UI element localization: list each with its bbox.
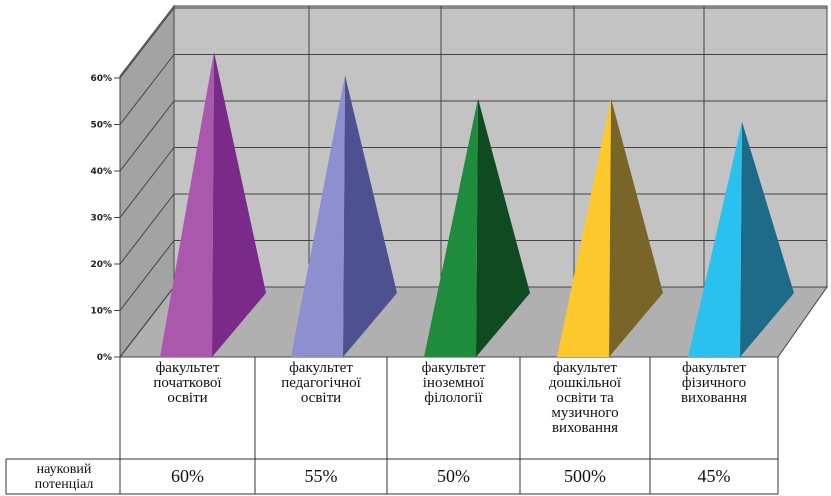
chart-pyramids <box>160 52 794 357</box>
pyramid-light-face <box>160 52 214 357</box>
table-value-cell: 60% <box>171 466 204 486</box>
category-label: факультет дошкільної освіти та музичного… <box>548 360 622 436</box>
y-tick-label: 0% <box>97 353 112 363</box>
gridline-side <box>119 286 175 358</box>
pyramid-dark-face <box>343 75 397 357</box>
pyramid-light-face <box>291 75 345 357</box>
pyramid-dark-face <box>609 98 663 357</box>
pyramid-dark-face <box>740 121 794 357</box>
data-table-borders <box>5 357 779 495</box>
table-value-cell: 500% <box>564 466 606 486</box>
y-tick-label: 60% <box>90 74 112 84</box>
gridline-side <box>119 193 175 265</box>
category-label: факультет педагогічної освіти <box>281 360 361 406</box>
table-value-cell: 50% <box>437 466 470 486</box>
pyramid-dark-face <box>212 52 266 357</box>
table-value-cell: 55% <box>304 466 338 486</box>
y-axis-ticks: 0% 10% 20% 30% 40% 50% 60% <box>90 74 112 363</box>
gridline-side <box>119 100 175 172</box>
pyramid-light-face <box>557 98 611 357</box>
y-tick-label: 50% <box>90 121 112 131</box>
table-value-cell: 45% <box>697 466 731 486</box>
pyramid-light-face <box>688 121 742 357</box>
y-tick-label: 40% <box>90 167 112 177</box>
y-tick-label: 30% <box>90 214 112 224</box>
gridline-side <box>119 147 175 218</box>
category-label: факультет іноземної філології <box>421 360 486 406</box>
y-tick-label: 20% <box>90 260 112 270</box>
gridline-side <box>119 7 175 79</box>
y-tick-label: 10% <box>90 307 112 317</box>
category-label: факультет фізичного виховання <box>680 360 748 406</box>
gridline-side <box>119 240 175 311</box>
category-label: факультет початкової освіти <box>153 360 222 406</box>
table-row-label: науковий потенціал <box>34 461 94 492</box>
pyramid-dark-face <box>476 98 530 357</box>
pyramid-light-face <box>424 98 478 357</box>
gridline-side <box>119 54 175 125</box>
